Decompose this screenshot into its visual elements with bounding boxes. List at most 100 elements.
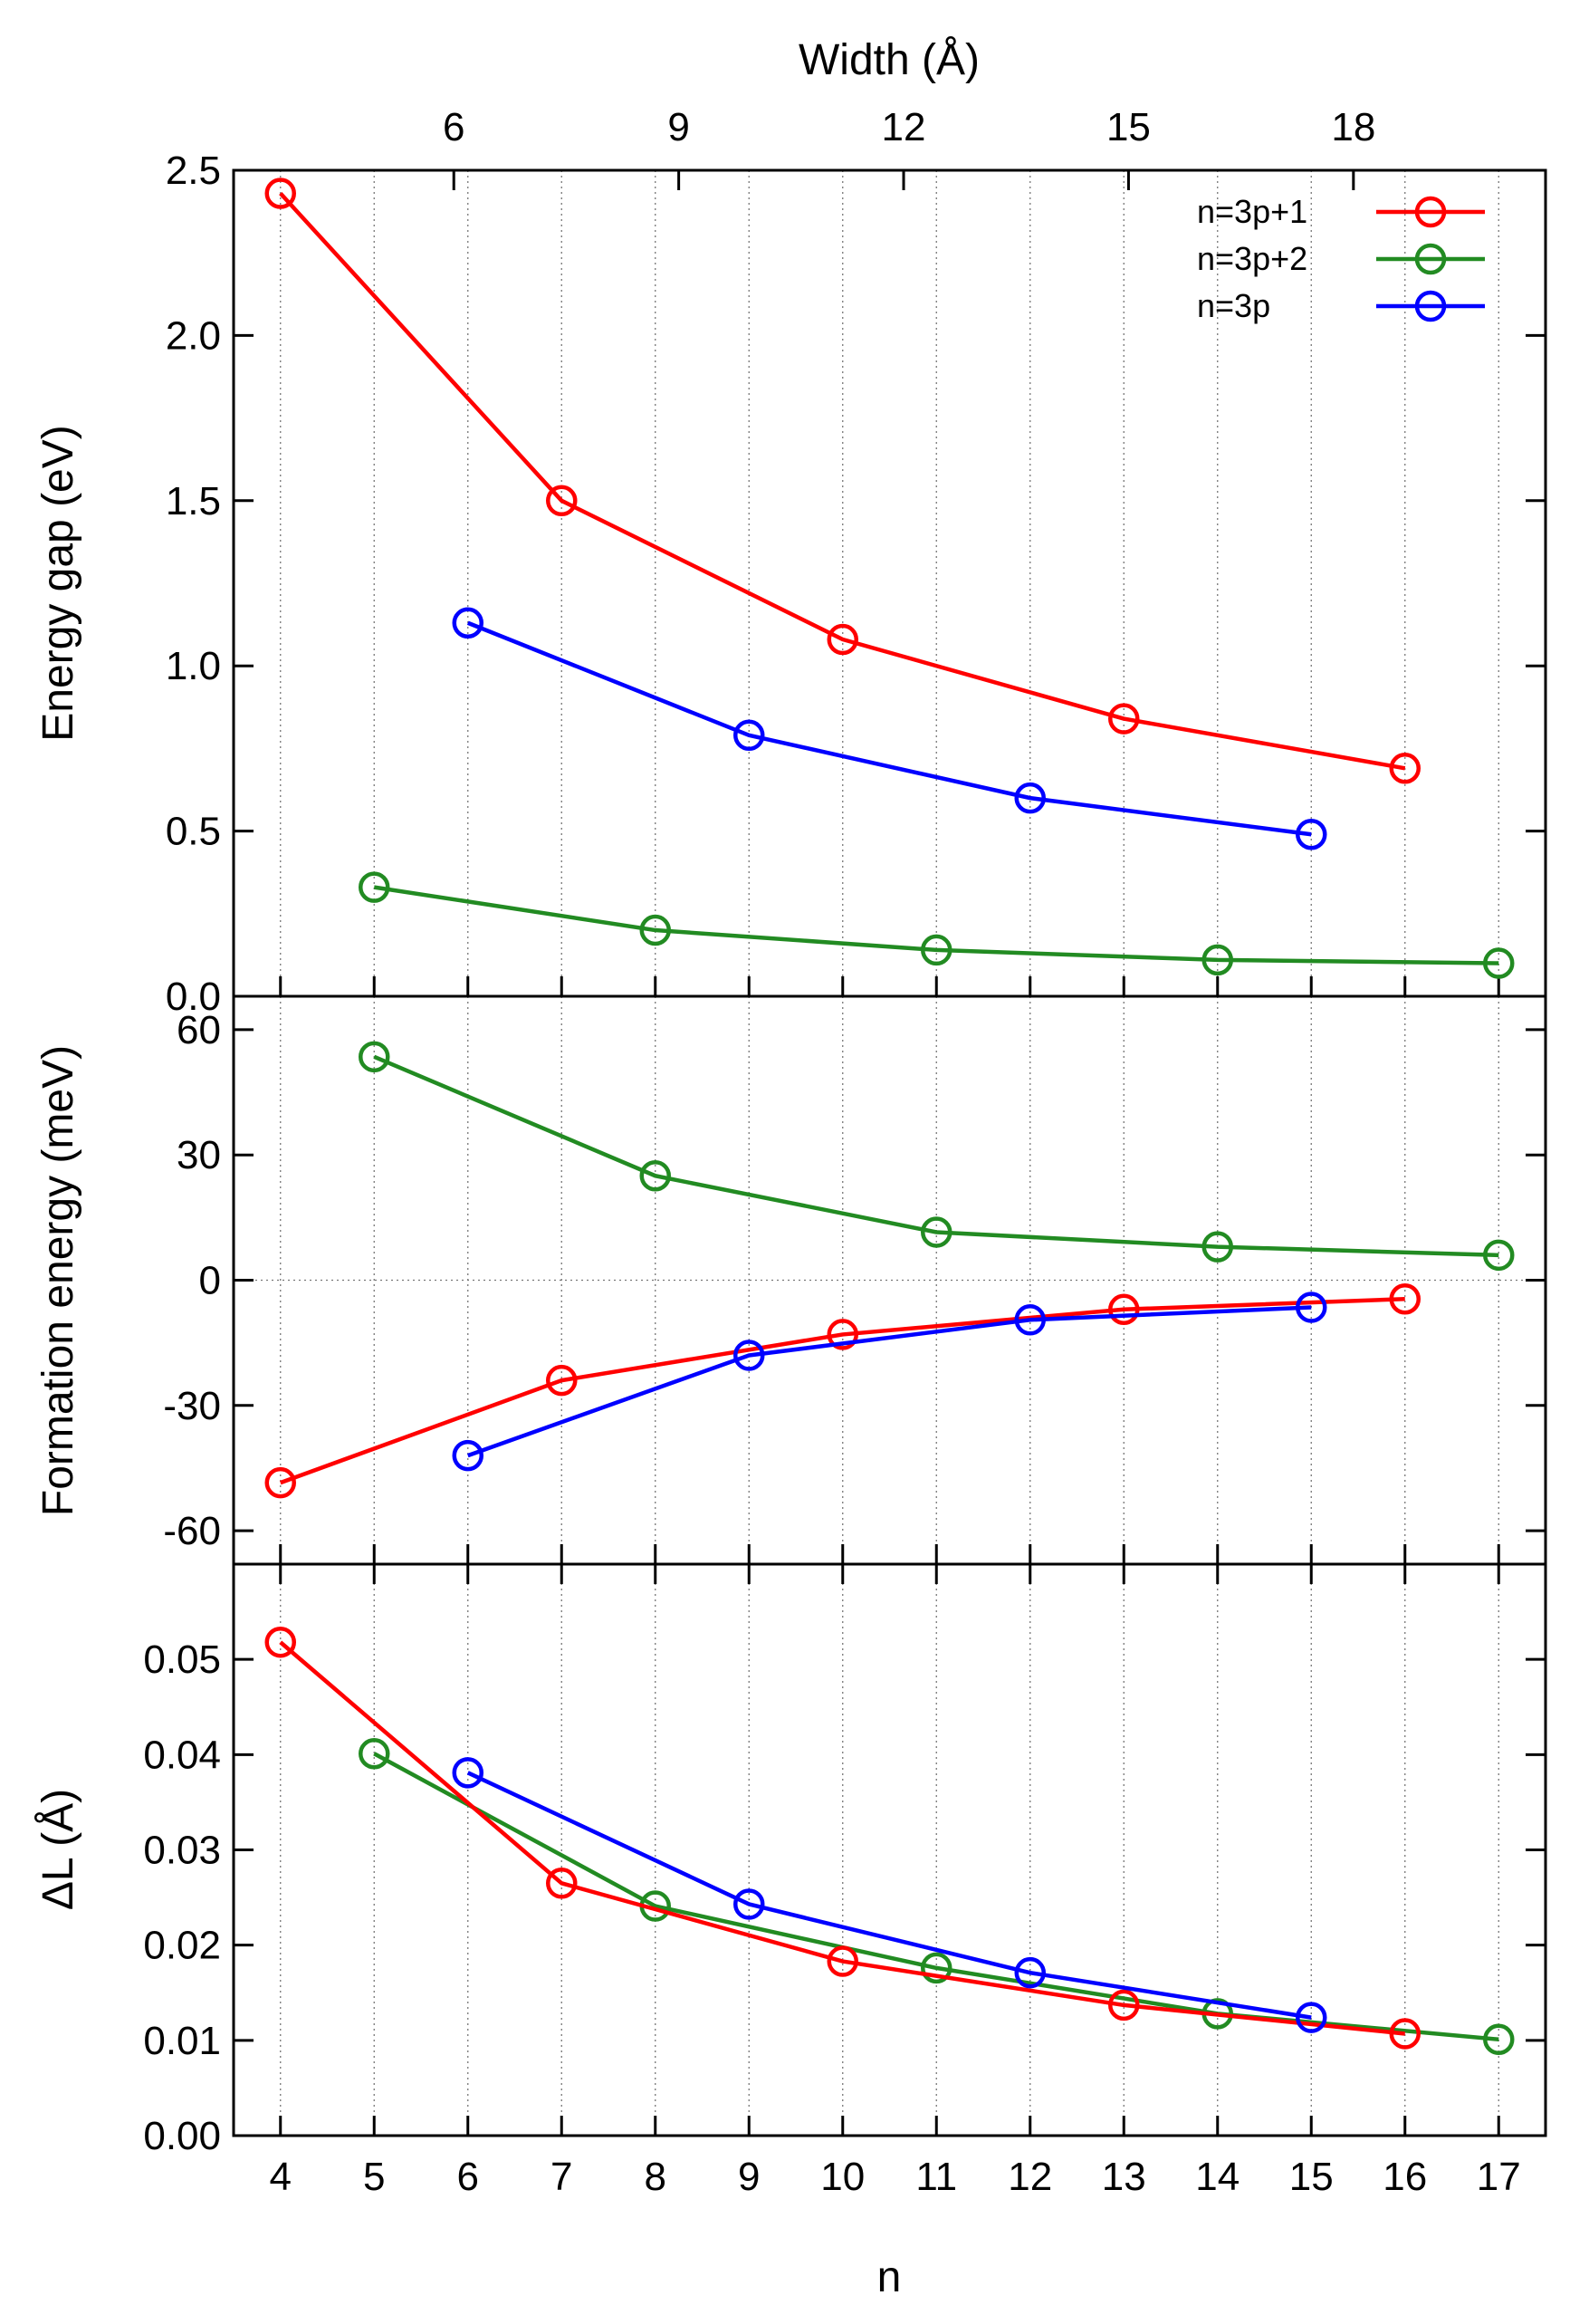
data-point [1483,947,1515,979]
legend: n=3p+1 n=3p+2 n=3p [1197,193,1485,324]
axes-layer [232,168,1547,2137]
data-point [264,178,296,209]
data-point [1483,1239,1515,1272]
data-point [827,623,858,656]
label-layer: Width (Å) n Energy gap (eV) Formation en… [34,36,1521,2301]
y-tick-label: 2.5 [166,149,221,193]
y-tick-label: 2.0 [166,313,221,358]
data-point [733,1888,765,1920]
data-point [359,1041,390,1073]
x-tick-label: 7 [550,2155,572,2199]
x-tick-label: 10 [820,2155,865,2199]
data-point [264,1626,296,1658]
data-point [639,1159,671,1192]
y-tick-label: 0.00 [143,2114,221,2158]
series-line-n3p-deltaL [466,1771,1312,2020]
series-line-n3p-formation [466,1305,1312,1458]
top-axis-title: Width (Å) [799,36,980,84]
series-line-n3p2-formation [373,1054,1499,1258]
y-tick-label: 30 [177,1133,221,1177]
grid-layer [234,170,1546,2136]
data-point [921,1952,952,1984]
series-line-n3p1-deltaL [279,1640,1405,2036]
data-point [639,914,671,946]
series-line-n3p1-gap [279,192,1406,771]
data-point [452,1757,483,1789]
y-tick-label: -30 [163,1384,221,1428]
x-axis-title: n [877,2253,902,2301]
data-point [1014,1304,1046,1336]
legend-label: n=3p [1197,287,1270,324]
top-x-tick-label: 12 [882,105,926,149]
x-tick-label: 5 [363,2155,385,2199]
x-tick-label: 13 [1102,2155,1146,2199]
legend-label: n=3p+1 [1197,193,1307,230]
y-axis-title-formation-energy: Formation energy (meV) [34,1045,82,1516]
y-tick-label: 60 [177,1008,221,1052]
y-tick-label: 0.03 [143,1829,221,1873]
y-axis-title-delta-l: ΔL (Å) [34,1789,82,1910]
y-tick-label: 0.01 [143,2019,221,2063]
legend-marker [1414,290,1447,322]
y-tick-label: -60 [163,1509,221,1553]
data-point [1014,782,1046,814]
x-tick-label: 9 [738,2155,760,2199]
plot-frame-gap [232,168,1547,998]
data-point [1296,818,1327,850]
data-point [1201,944,1233,976]
top-x-tick-label: 18 [1331,105,1375,149]
y-tick-label: 0.0 [166,975,221,1019]
x-tick-label: 17 [1477,2155,1521,2199]
data-point [827,1319,858,1350]
legend-label: n=3p+2 [1197,240,1307,277]
data-point [1296,1292,1327,1323]
data-point [359,1738,390,1770]
data-point [1296,2002,1327,2033]
data-point [1108,1989,1140,2021]
data-point [1201,1231,1233,1263]
x-tick-label: 15 [1289,2155,1334,2199]
legend-marker [1414,196,1447,228]
x-tick-label: 16 [1383,2155,1427,2199]
y-tick-label: 0.5 [166,810,221,854]
x-tick-label: 12 [1008,2155,1052,2199]
data-point [1389,1282,1421,1315]
plot-frame-deltaL [232,1562,1547,2137]
x-tick-label: 14 [1195,2155,1240,2199]
top-x-tick-label: 6 [443,105,464,149]
data-point [827,1945,858,1977]
data-point [546,1868,578,1899]
data-point [1014,1956,1046,1989]
data-point [546,1364,578,1397]
y-tick-label: 0.04 [143,1733,221,1777]
data-point [1483,2023,1515,2056]
series-line-n3p2-gap [373,885,1499,965]
top-x-tick-label: 9 [667,105,689,149]
y-tick-label: 0.02 [143,1924,221,1968]
series-line-n3p1-formation [279,1296,1405,1485]
top-x-tick-label: 15 [1106,105,1151,149]
data-point [452,1439,483,1472]
series-layer [264,178,1515,2056]
data-point [1389,753,1421,784]
data-point [546,485,578,517]
data-point [733,1340,765,1371]
x-tick-label: 11 [915,2155,957,2199]
x-tick-label: 8 [645,2155,666,2199]
data-point [1108,1293,1140,1326]
y-axis-title-energy-gap: Energy gap (eV) [34,425,82,742]
y-tick-label: 0 [199,1259,221,1303]
data-point [1108,703,1140,735]
data-point [921,1216,952,1248]
data-point [264,1466,296,1499]
y-tick-label: 1.5 [166,479,221,523]
legend-marker [1414,243,1447,275]
data-point [921,934,952,966]
x-tick-label: 4 [270,2155,292,2199]
data-point [733,719,765,752]
data-point [359,871,390,903]
series-line-n3p-gap [466,620,1312,837]
y-tick-label: 0.05 [143,1637,221,1682]
data-point [452,607,483,639]
